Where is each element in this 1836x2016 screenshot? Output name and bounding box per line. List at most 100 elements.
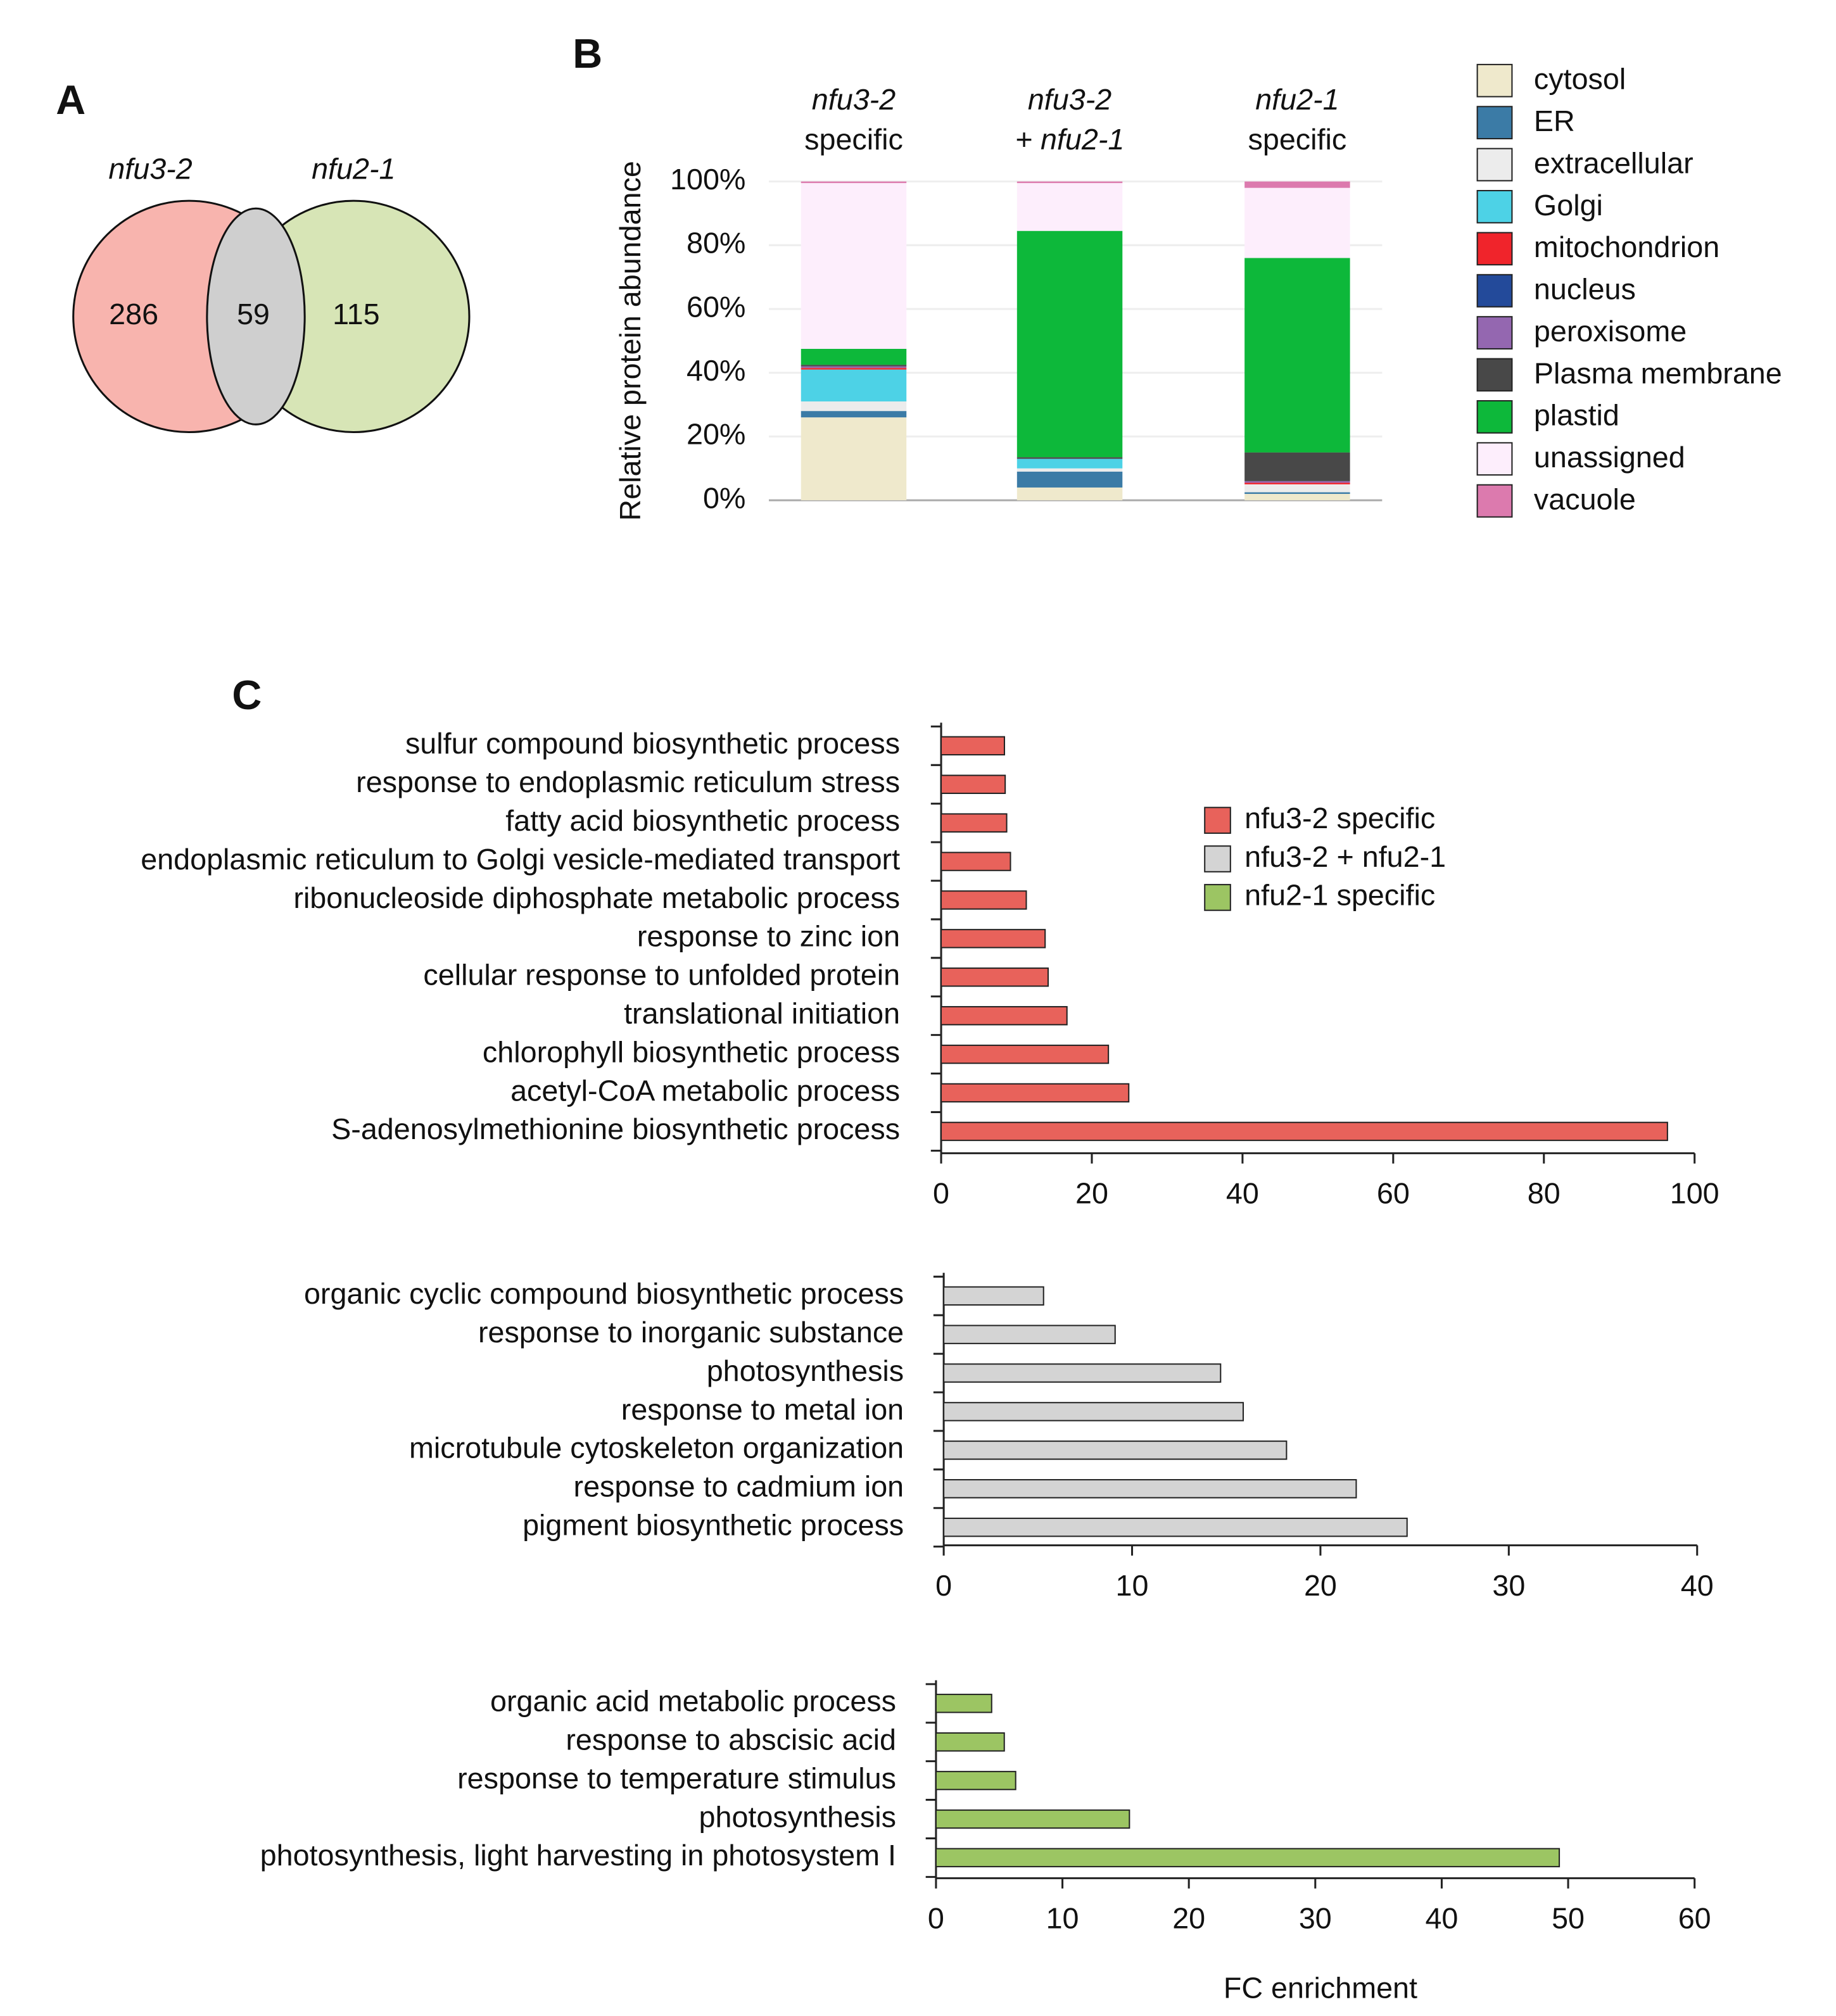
bar-segment <box>1244 484 1350 493</box>
bar <box>943 1402 1244 1421</box>
x-tick-label: 20 <box>1172 1902 1205 1935</box>
bar-segment <box>1016 487 1123 501</box>
bar <box>943 1363 1222 1383</box>
legend-swatch <box>1204 884 1231 911</box>
panel-label: B <box>573 30 602 77</box>
legend-swatch <box>1476 400 1513 434</box>
category-label: response to zinc ion <box>637 920 900 953</box>
bar-segment <box>1244 492 1350 495</box>
bar <box>943 1325 1116 1344</box>
bar-segment <box>801 183 907 349</box>
legend-swatch <box>1476 316 1513 350</box>
bar-segment <box>1016 458 1123 469</box>
y-tick-label: 20% <box>687 418 745 451</box>
panel-label: A <box>56 77 85 123</box>
category-label: photosynthesis, light harvesting in phot… <box>260 1839 896 1872</box>
y-tick-label: 80% <box>687 227 745 260</box>
legend-label: nfu3-2 + nfu2-1 <box>1244 840 1446 873</box>
x-tick-label: 0 <box>935 1569 952 1602</box>
bar-segment <box>1244 452 1350 481</box>
bar <box>940 890 1027 910</box>
bar <box>940 1121 1668 1142</box>
bar <box>943 1286 1044 1306</box>
legend-swatch <box>1476 63 1513 98</box>
bar-segment <box>1016 471 1123 488</box>
x-tick-label: 30 <box>1492 1569 1525 1602</box>
bar-segment <box>801 366 907 369</box>
bar <box>940 736 1005 756</box>
x-tick-label: 80 <box>1528 1177 1561 1210</box>
category-label: nfu2-1 <box>1255 83 1339 116</box>
legend-swatch <box>1476 106 1513 140</box>
x-tick-label: 40 <box>1425 1902 1458 1935</box>
category-label: response to endoplasmic reticulum stress <box>356 765 900 798</box>
bar <box>943 1517 1408 1537</box>
legend-label: cytosol <box>1534 63 1626 96</box>
legend-label: unassigned <box>1534 441 1685 474</box>
bar-segment <box>1016 230 1123 458</box>
legend-swatch <box>1476 148 1513 182</box>
y-tick-label: 0% <box>703 481 745 514</box>
bar-segment <box>1244 258 1350 453</box>
category-label: + nfu2-1 <box>1015 123 1125 156</box>
category-label: sulfur compound biosynthetic process <box>405 727 900 760</box>
x-tick-label: 0 <box>933 1177 949 1210</box>
legend-label: peroxisome <box>1534 315 1687 348</box>
x-tick-label: 10 <box>1116 1569 1149 1602</box>
bar-segment <box>801 181 907 184</box>
category-label: pigment biosynthetic process <box>522 1508 904 1541</box>
legend-swatch <box>1476 232 1513 266</box>
x-tick-label: 30 <box>1299 1902 1332 1935</box>
x-tick-label: 20 <box>1304 1569 1337 1602</box>
bar <box>935 1809 1130 1829</box>
category-label: endoplasmic reticulum to Golgi vesicle-m… <box>141 843 900 876</box>
category-label: chlorophyll biosynthetic process <box>483 1035 900 1068</box>
panel-label: C <box>232 672 262 718</box>
bar-segment <box>1016 468 1123 472</box>
venn-count: 286 <box>109 298 158 331</box>
bar-segment <box>1244 481 1350 483</box>
legend-swatch <box>1476 190 1513 224</box>
category-label: microtubule cytoskeleton organization <box>409 1432 904 1465</box>
set-label: nfu2-1 <box>312 153 395 186</box>
bar-segment <box>1016 183 1123 231</box>
legend-swatch <box>1476 442 1513 476</box>
bar <box>943 1479 1357 1499</box>
legend-label: Golgi <box>1534 189 1603 222</box>
x-tick-label: 100 <box>1670 1177 1719 1210</box>
category-label: response to cadmium ion <box>574 1470 904 1503</box>
y-tick-label: 100% <box>670 163 745 196</box>
legend-swatch <box>1204 807 1231 834</box>
bar-segment <box>1244 482 1350 484</box>
bar-segment <box>801 411 907 418</box>
category-label: photosynthesis <box>699 1800 896 1833</box>
category-label: fatty acid biosynthetic process <box>505 804 900 837</box>
category-label: organic cyclic compound biosynthetic pro… <box>304 1277 904 1310</box>
bar <box>940 813 1008 833</box>
legend-label: nucleus <box>1534 273 1636 306</box>
legend-label: vacuole <box>1534 482 1636 515</box>
bar <box>940 1005 1068 1026</box>
bar-segment <box>1244 494 1350 501</box>
category-label: nfu3-2 <box>1028 83 1111 116</box>
legend-label: Plasma membrane <box>1534 356 1782 389</box>
category-label: response to temperature stimulus <box>457 1761 896 1794</box>
category-label: ribonucleoside diphosphate metabolic pro… <box>293 881 900 914</box>
bar <box>940 1044 1110 1064</box>
category-label: response to metal ion <box>621 1393 904 1426</box>
x-tick-label: 10 <box>1046 1902 1079 1935</box>
legend-swatch <box>1476 274 1513 308</box>
category-label: response to inorganic substance <box>478 1316 904 1349</box>
legend-label: nfu2-1 specific <box>1244 879 1435 912</box>
bar-segment <box>801 369 907 402</box>
bar <box>940 929 1046 948</box>
bar-segment <box>1016 181 1123 184</box>
venn-count: 115 <box>332 298 379 331</box>
x-tick-label: 50 <box>1552 1902 1585 1935</box>
venn-overlap <box>206 207 306 425</box>
category-label: nfu3-2 <box>812 83 896 116</box>
y-tick-label: 40% <box>687 354 745 387</box>
category-label: cellular response to unfolded protein <box>423 959 900 992</box>
bar <box>943 1440 1288 1460</box>
